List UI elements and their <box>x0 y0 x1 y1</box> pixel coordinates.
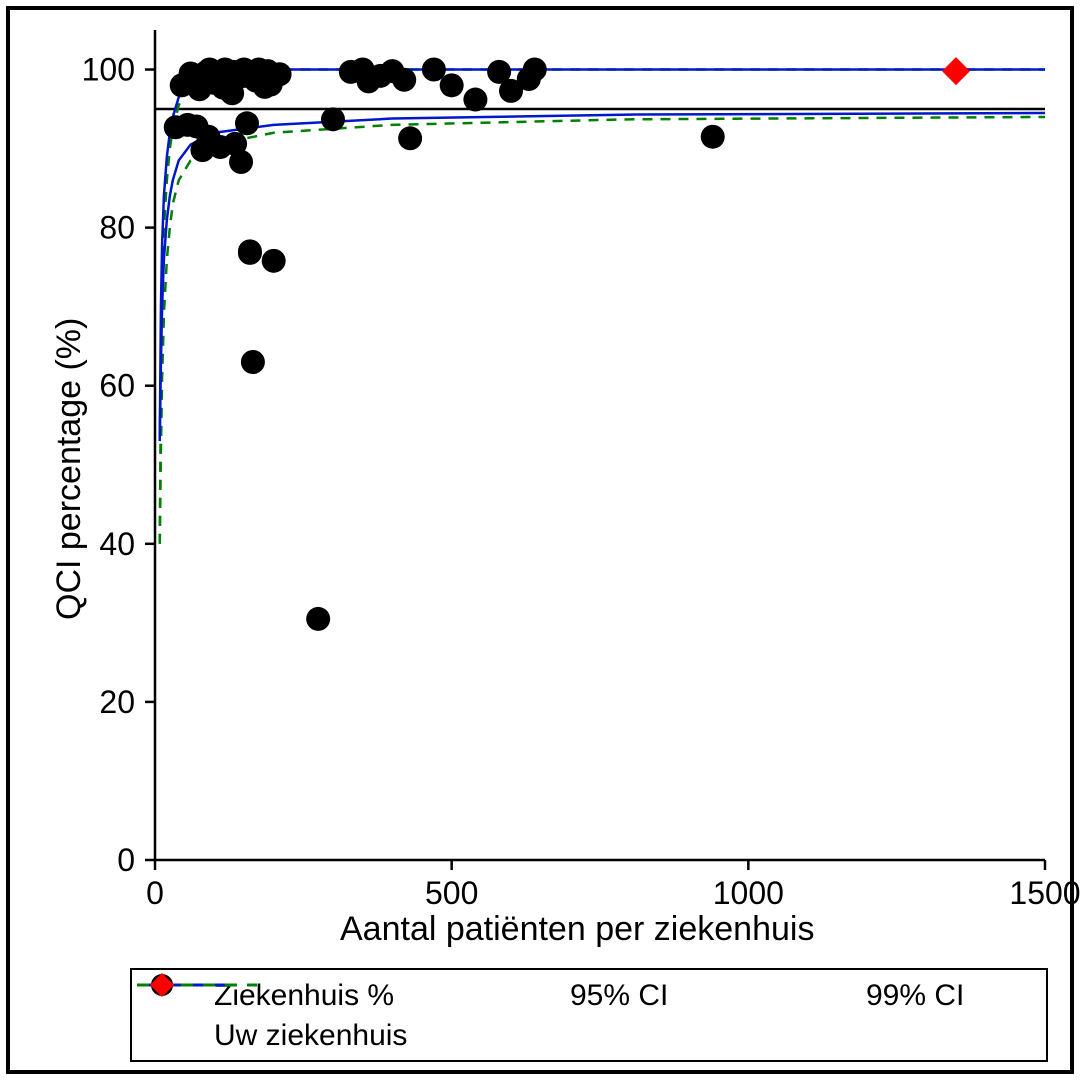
svg-text:20: 20 <box>99 684 135 720</box>
legend-row-1: Ziekenhuis % 95% CI 99% CI <box>146 976 1032 1016</box>
y-axis-label: QCI percentage (%) <box>50 318 89 620</box>
svg-text:0: 0 <box>146 875 164 911</box>
svg-text:500: 500 <box>425 875 478 911</box>
legend-label-uw: Uw ziekenhuis <box>214 1019 407 1053</box>
legend-box: Ziekenhuis % 95% CI 99% CI Uw ziekenhuis <box>130 968 1048 1062</box>
x-axis-label: Aantal patiënten per ziekenhuis <box>340 910 814 949</box>
legend-label-95ci: 95% CI <box>570 979 720 1013</box>
svg-text:1500: 1500 <box>1009 875 1080 911</box>
svg-text:1000: 1000 <box>713 875 784 911</box>
svg-text:80: 80 <box>99 210 135 246</box>
svg-text:100: 100 <box>82 52 135 88</box>
svg-text:60: 60 <box>99 368 135 404</box>
legend-label-99ci: 99% CI <box>866 979 964 1013</box>
legend-row-2: Uw ziekenhuis <box>146 1016 1032 1056</box>
svg-text:40: 40 <box>99 526 135 562</box>
svg-text:0: 0 <box>117 842 135 878</box>
